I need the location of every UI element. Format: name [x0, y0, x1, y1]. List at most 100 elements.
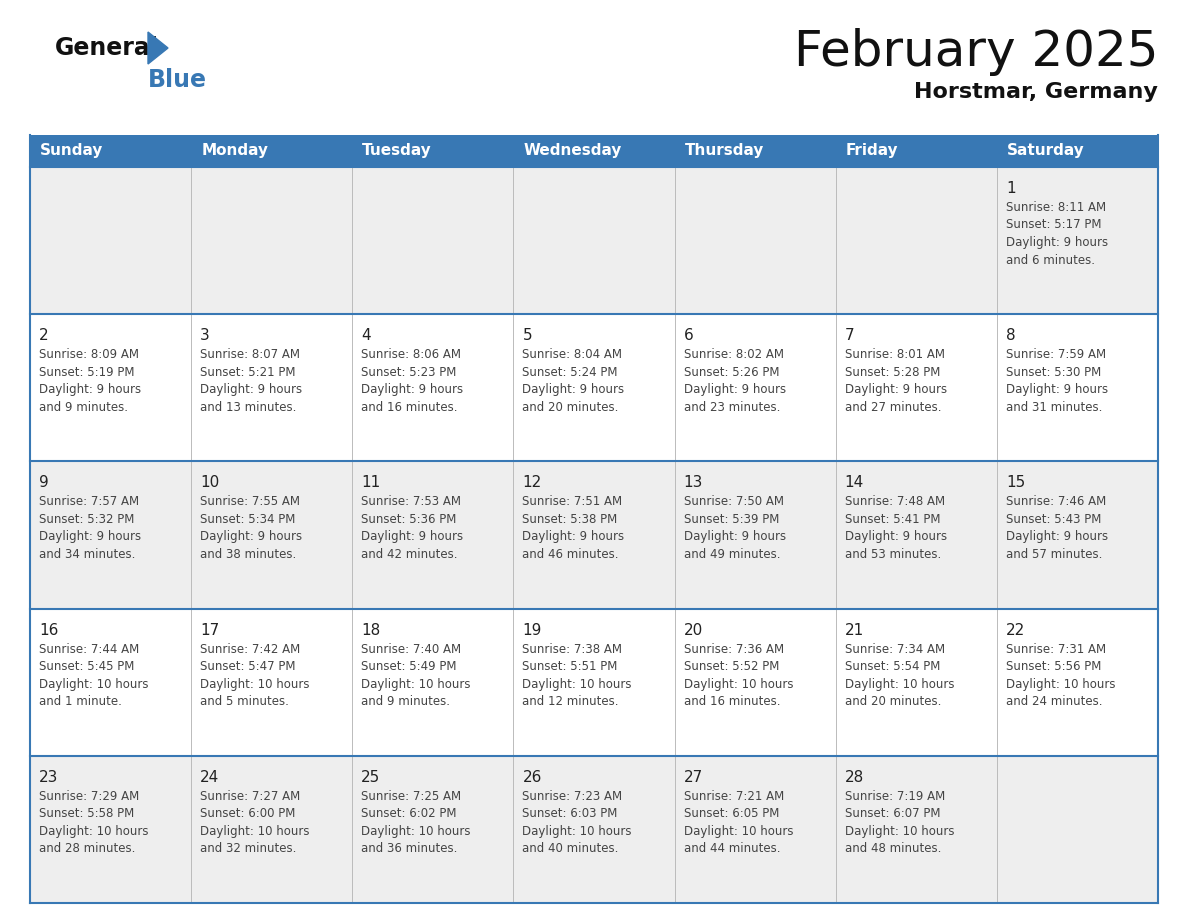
Text: 25: 25: [361, 770, 380, 785]
Text: and 31 minutes.: and 31 minutes.: [1006, 400, 1102, 414]
Text: Sunset: 5:51 PM: Sunset: 5:51 PM: [523, 660, 618, 673]
Text: Sunset: 5:49 PM: Sunset: 5:49 PM: [361, 660, 456, 673]
Text: Sunrise: 7:40 AM: Sunrise: 7:40 AM: [361, 643, 461, 655]
Text: and 49 minutes.: and 49 minutes.: [683, 548, 781, 561]
Text: Daylight: 10 hours: Daylight: 10 hours: [361, 677, 470, 690]
Text: Daylight: 9 hours: Daylight: 9 hours: [1006, 531, 1108, 543]
Text: Horstmar, Germany: Horstmar, Germany: [914, 82, 1158, 102]
Text: Daylight: 9 hours: Daylight: 9 hours: [200, 531, 302, 543]
Text: and 28 minutes.: and 28 minutes.: [39, 843, 135, 856]
Text: Sunday: Sunday: [40, 143, 103, 159]
Text: Daylight: 9 hours: Daylight: 9 hours: [845, 531, 947, 543]
Text: Daylight: 10 hours: Daylight: 10 hours: [683, 677, 794, 690]
Text: 2: 2: [39, 329, 49, 343]
Text: 14: 14: [845, 476, 864, 490]
Text: and 9 minutes.: and 9 minutes.: [361, 695, 450, 708]
Text: General: General: [55, 36, 159, 60]
Text: Sunset: 5:47 PM: Sunset: 5:47 PM: [200, 660, 296, 673]
Bar: [30, 462, 1158, 609]
Text: Sunrise: 7:27 AM: Sunrise: 7:27 AM: [200, 789, 301, 803]
Text: Saturday: Saturday: [1007, 143, 1085, 159]
Text: Daylight: 9 hours: Daylight: 9 hours: [1006, 383, 1108, 397]
Text: Sunrise: 7:36 AM: Sunrise: 7:36 AM: [683, 643, 784, 655]
Text: Monday: Monday: [201, 143, 268, 159]
Text: and 38 minutes.: and 38 minutes.: [200, 548, 296, 561]
Text: Daylight: 10 hours: Daylight: 10 hours: [200, 824, 310, 838]
Text: Sunrise: 7:21 AM: Sunrise: 7:21 AM: [683, 789, 784, 803]
Text: and 34 minutes.: and 34 minutes.: [39, 548, 135, 561]
Text: and 12 minutes.: and 12 minutes.: [523, 695, 619, 708]
Text: 13: 13: [683, 476, 703, 490]
Text: Sunrise: 7:31 AM: Sunrise: 7:31 AM: [1006, 643, 1106, 655]
Text: Sunrise: 7:50 AM: Sunrise: 7:50 AM: [683, 496, 784, 509]
Text: 15: 15: [1006, 476, 1025, 490]
Text: and 13 minutes.: and 13 minutes.: [200, 400, 297, 414]
Text: 18: 18: [361, 622, 380, 638]
Text: Sunset: 5:43 PM: Sunset: 5:43 PM: [1006, 513, 1101, 526]
Text: Sunrise: 7:38 AM: Sunrise: 7:38 AM: [523, 643, 623, 655]
Text: Sunrise: 7:55 AM: Sunrise: 7:55 AM: [200, 496, 301, 509]
Text: Daylight: 9 hours: Daylight: 9 hours: [200, 383, 302, 397]
Text: 12: 12: [523, 476, 542, 490]
Text: Sunset: 5:45 PM: Sunset: 5:45 PM: [39, 660, 134, 673]
Text: Sunset: 6:02 PM: Sunset: 6:02 PM: [361, 807, 456, 821]
Text: Sunrise: 7:59 AM: Sunrise: 7:59 AM: [1006, 348, 1106, 361]
Text: Sunset: 5:39 PM: Sunset: 5:39 PM: [683, 513, 779, 526]
Text: 1: 1: [1006, 181, 1016, 196]
Text: Daylight: 10 hours: Daylight: 10 hours: [1006, 677, 1116, 690]
Text: 21: 21: [845, 622, 864, 638]
Text: Sunset: 5:19 PM: Sunset: 5:19 PM: [39, 365, 134, 379]
Text: Daylight: 10 hours: Daylight: 10 hours: [200, 677, 310, 690]
Text: Daylight: 9 hours: Daylight: 9 hours: [361, 531, 463, 543]
Text: Daylight: 9 hours: Daylight: 9 hours: [361, 383, 463, 397]
Text: Sunrise: 8:06 AM: Sunrise: 8:06 AM: [361, 348, 461, 361]
Text: 28: 28: [845, 770, 864, 785]
Text: Sunrise: 7:53 AM: Sunrise: 7:53 AM: [361, 496, 461, 509]
Text: and 57 minutes.: and 57 minutes.: [1006, 548, 1102, 561]
Text: Daylight: 9 hours: Daylight: 9 hours: [39, 531, 141, 543]
Text: Sunset: 5:38 PM: Sunset: 5:38 PM: [523, 513, 618, 526]
Text: Sunrise: 7:48 AM: Sunrise: 7:48 AM: [845, 496, 944, 509]
Text: and 32 minutes.: and 32 minutes.: [200, 843, 297, 856]
Text: Sunset: 5:54 PM: Sunset: 5:54 PM: [845, 660, 940, 673]
Text: Sunrise: 7:46 AM: Sunrise: 7:46 AM: [1006, 496, 1106, 509]
Text: Sunset: 5:21 PM: Sunset: 5:21 PM: [200, 365, 296, 379]
Text: 9: 9: [39, 476, 49, 490]
Text: and 6 minutes.: and 6 minutes.: [1006, 253, 1095, 266]
Text: Sunrise: 7:44 AM: Sunrise: 7:44 AM: [39, 643, 139, 655]
Text: 20: 20: [683, 622, 703, 638]
Text: 7: 7: [845, 329, 854, 343]
Text: Daylight: 9 hours: Daylight: 9 hours: [1006, 236, 1108, 249]
Text: 27: 27: [683, 770, 703, 785]
Text: 22: 22: [1006, 622, 1025, 638]
Bar: [30, 314, 1158, 462]
Text: Blue: Blue: [148, 68, 207, 92]
Text: and 44 minutes.: and 44 minutes.: [683, 843, 781, 856]
Text: and 27 minutes.: and 27 minutes.: [845, 400, 941, 414]
Bar: [30, 609, 1158, 756]
Text: Sunrise: 7:19 AM: Sunrise: 7:19 AM: [845, 789, 944, 803]
Polygon shape: [148, 32, 168, 64]
Text: Sunset: 5:30 PM: Sunset: 5:30 PM: [1006, 365, 1101, 379]
Text: and 20 minutes.: and 20 minutes.: [845, 695, 941, 708]
Text: Sunset: 5:56 PM: Sunset: 5:56 PM: [1006, 660, 1101, 673]
Text: Sunset: 5:41 PM: Sunset: 5:41 PM: [845, 513, 940, 526]
Text: Sunset: 5:23 PM: Sunset: 5:23 PM: [361, 365, 456, 379]
Text: Sunset: 6:05 PM: Sunset: 6:05 PM: [683, 807, 779, 821]
Text: Sunrise: 7:57 AM: Sunrise: 7:57 AM: [39, 496, 139, 509]
Bar: [30, 756, 1158, 903]
Text: and 42 minutes.: and 42 minutes.: [361, 548, 457, 561]
Text: Daylight: 10 hours: Daylight: 10 hours: [845, 824, 954, 838]
Text: Sunset: 5:17 PM: Sunset: 5:17 PM: [1006, 218, 1101, 231]
Text: Sunset: 5:24 PM: Sunset: 5:24 PM: [523, 365, 618, 379]
Text: Daylight: 9 hours: Daylight: 9 hours: [683, 383, 785, 397]
Text: 26: 26: [523, 770, 542, 785]
Text: Tuesday: Tuesday: [362, 143, 432, 159]
Text: Sunset: 5:32 PM: Sunset: 5:32 PM: [39, 513, 134, 526]
Text: and 36 minutes.: and 36 minutes.: [361, 843, 457, 856]
Text: Daylight: 9 hours: Daylight: 9 hours: [845, 383, 947, 397]
Text: Daylight: 10 hours: Daylight: 10 hours: [523, 677, 632, 690]
Text: and 48 minutes.: and 48 minutes.: [845, 843, 941, 856]
Text: and 53 minutes.: and 53 minutes.: [845, 548, 941, 561]
Text: Sunset: 5:28 PM: Sunset: 5:28 PM: [845, 365, 940, 379]
